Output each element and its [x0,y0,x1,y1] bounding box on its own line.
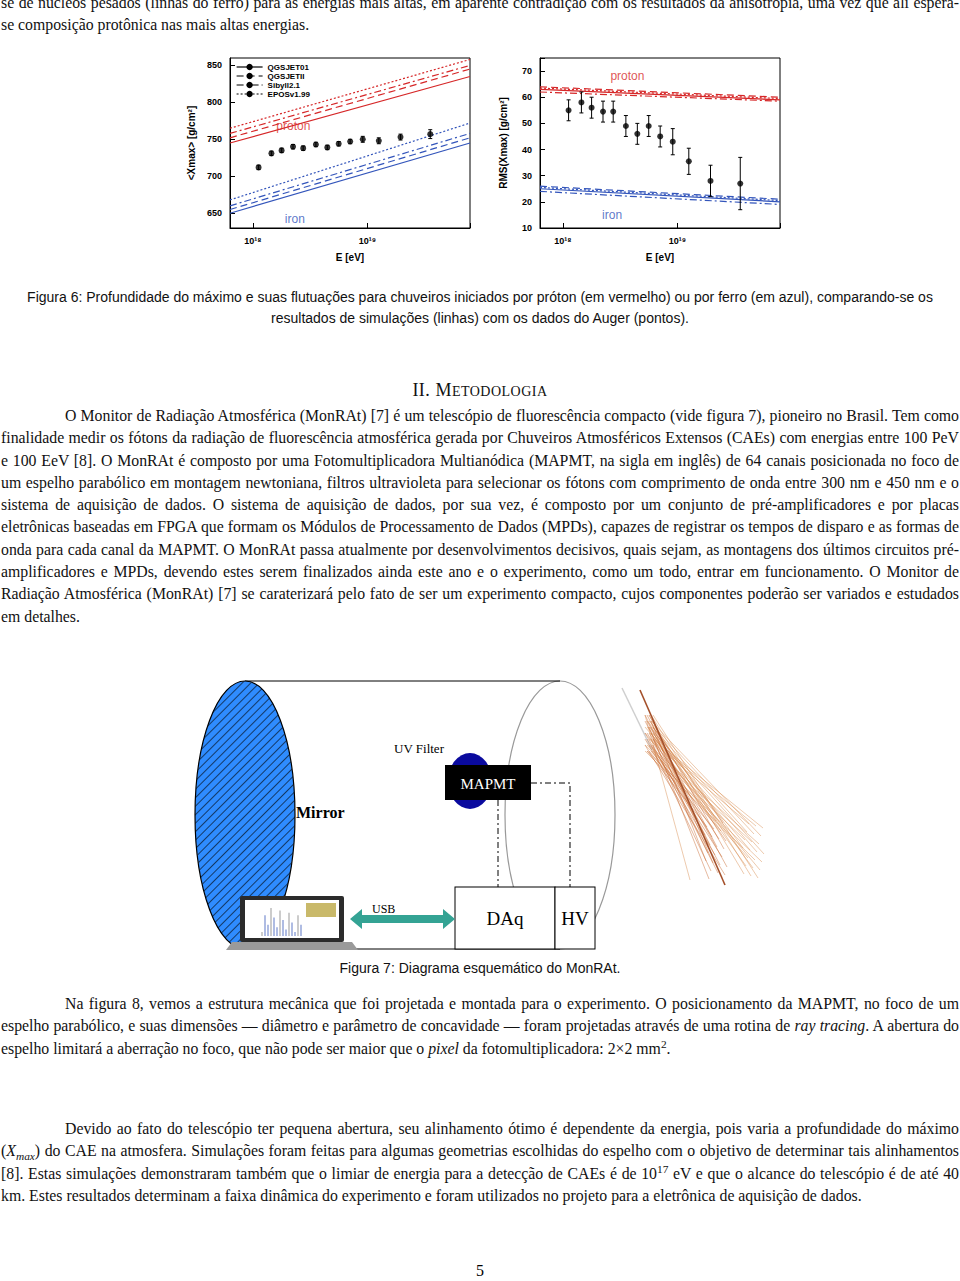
svg-text:70: 70 [522,66,532,76]
html-text:Na figura 8, vemos a estrutura: Na figura 8, vemos a estrutura mecânica … [1,995,959,1057]
svg-text:HV: HV [561,908,589,929]
svg-text:DAq: DAq [487,908,524,929]
html-text:II. METODOLOGIA: II. METODOLOGIA [412,380,548,400]
svg-text:60: 60 [522,92,532,102]
svg-text:RMS(Xmax) [g/cm²]: RMS(Xmax) [g/cm²] [498,97,509,189]
html-text:O Monitor de Radiação Atmosfér: O Monitor de Radiação Atmosférica (MonRA… [1,407,959,625]
svg-text:10¹⁹: 10¹⁹ [359,236,376,246]
svg-text:10¹⁹: 10¹⁹ [669,236,686,246]
svg-text:10¹⁸: 10¹⁸ [554,236,571,246]
svg-text:UV Filter: UV Filter [394,741,445,756]
svg-text:EPOSv1.99: EPOSv1.99 [268,90,311,99]
svg-text:20: 20 [522,197,532,207]
svg-text:iron: iron [602,208,622,222]
svg-text:USB: USB [372,902,395,916]
svg-text:30: 30 [522,171,532,181]
svg-text:proton: proton [276,119,310,133]
svg-text:50: 50 [522,118,532,128]
html-text:5: 5 [476,1262,484,1279]
html-text:Devido ao fato do telescópio t: Devido ao fato do telescópio ter pequena… [1,1120,959,1204]
svg-text:E [eV]: E [eV] [646,252,674,263]
svg-text:40: 40 [522,145,532,155]
svg-text:E [eV]: E [eV] [336,252,364,263]
svg-text:Mirror: Mirror [296,804,345,821]
svg-text:QGSJETII: QGSJETII [268,72,305,81]
html-text:Figura 6: Profundidade do máxi: Figura 6: Profundidade do máximo e suas … [27,289,933,326]
svg-text:iron: iron [285,212,305,226]
svg-text:700: 700 [207,171,222,181]
svg-text:10¹⁸: 10¹⁸ [244,236,261,246]
svg-text:650: 650 [207,208,222,218]
svg-text:800: 800 [207,97,222,107]
svg-text:750: 750 [207,134,222,144]
svg-text:10: 10 [522,223,532,233]
svg-text:MAPMT: MAPMT [460,776,515,792]
svg-text:Sibyll2.1: Sibyll2.1 [268,81,301,90]
svg-text:proton: proton [610,69,644,83]
svg-text:850: 850 [207,60,222,70]
svg-text:<Xmax> [g/cm²]: <Xmax> [g/cm²] [186,106,197,180]
html-text:Figura 7: Diagrama esquemático: Figura 7: Diagrama esquemático do MonRAt… [339,960,621,976]
svg-text:QGSJET01: QGSJET01 [268,63,310,72]
